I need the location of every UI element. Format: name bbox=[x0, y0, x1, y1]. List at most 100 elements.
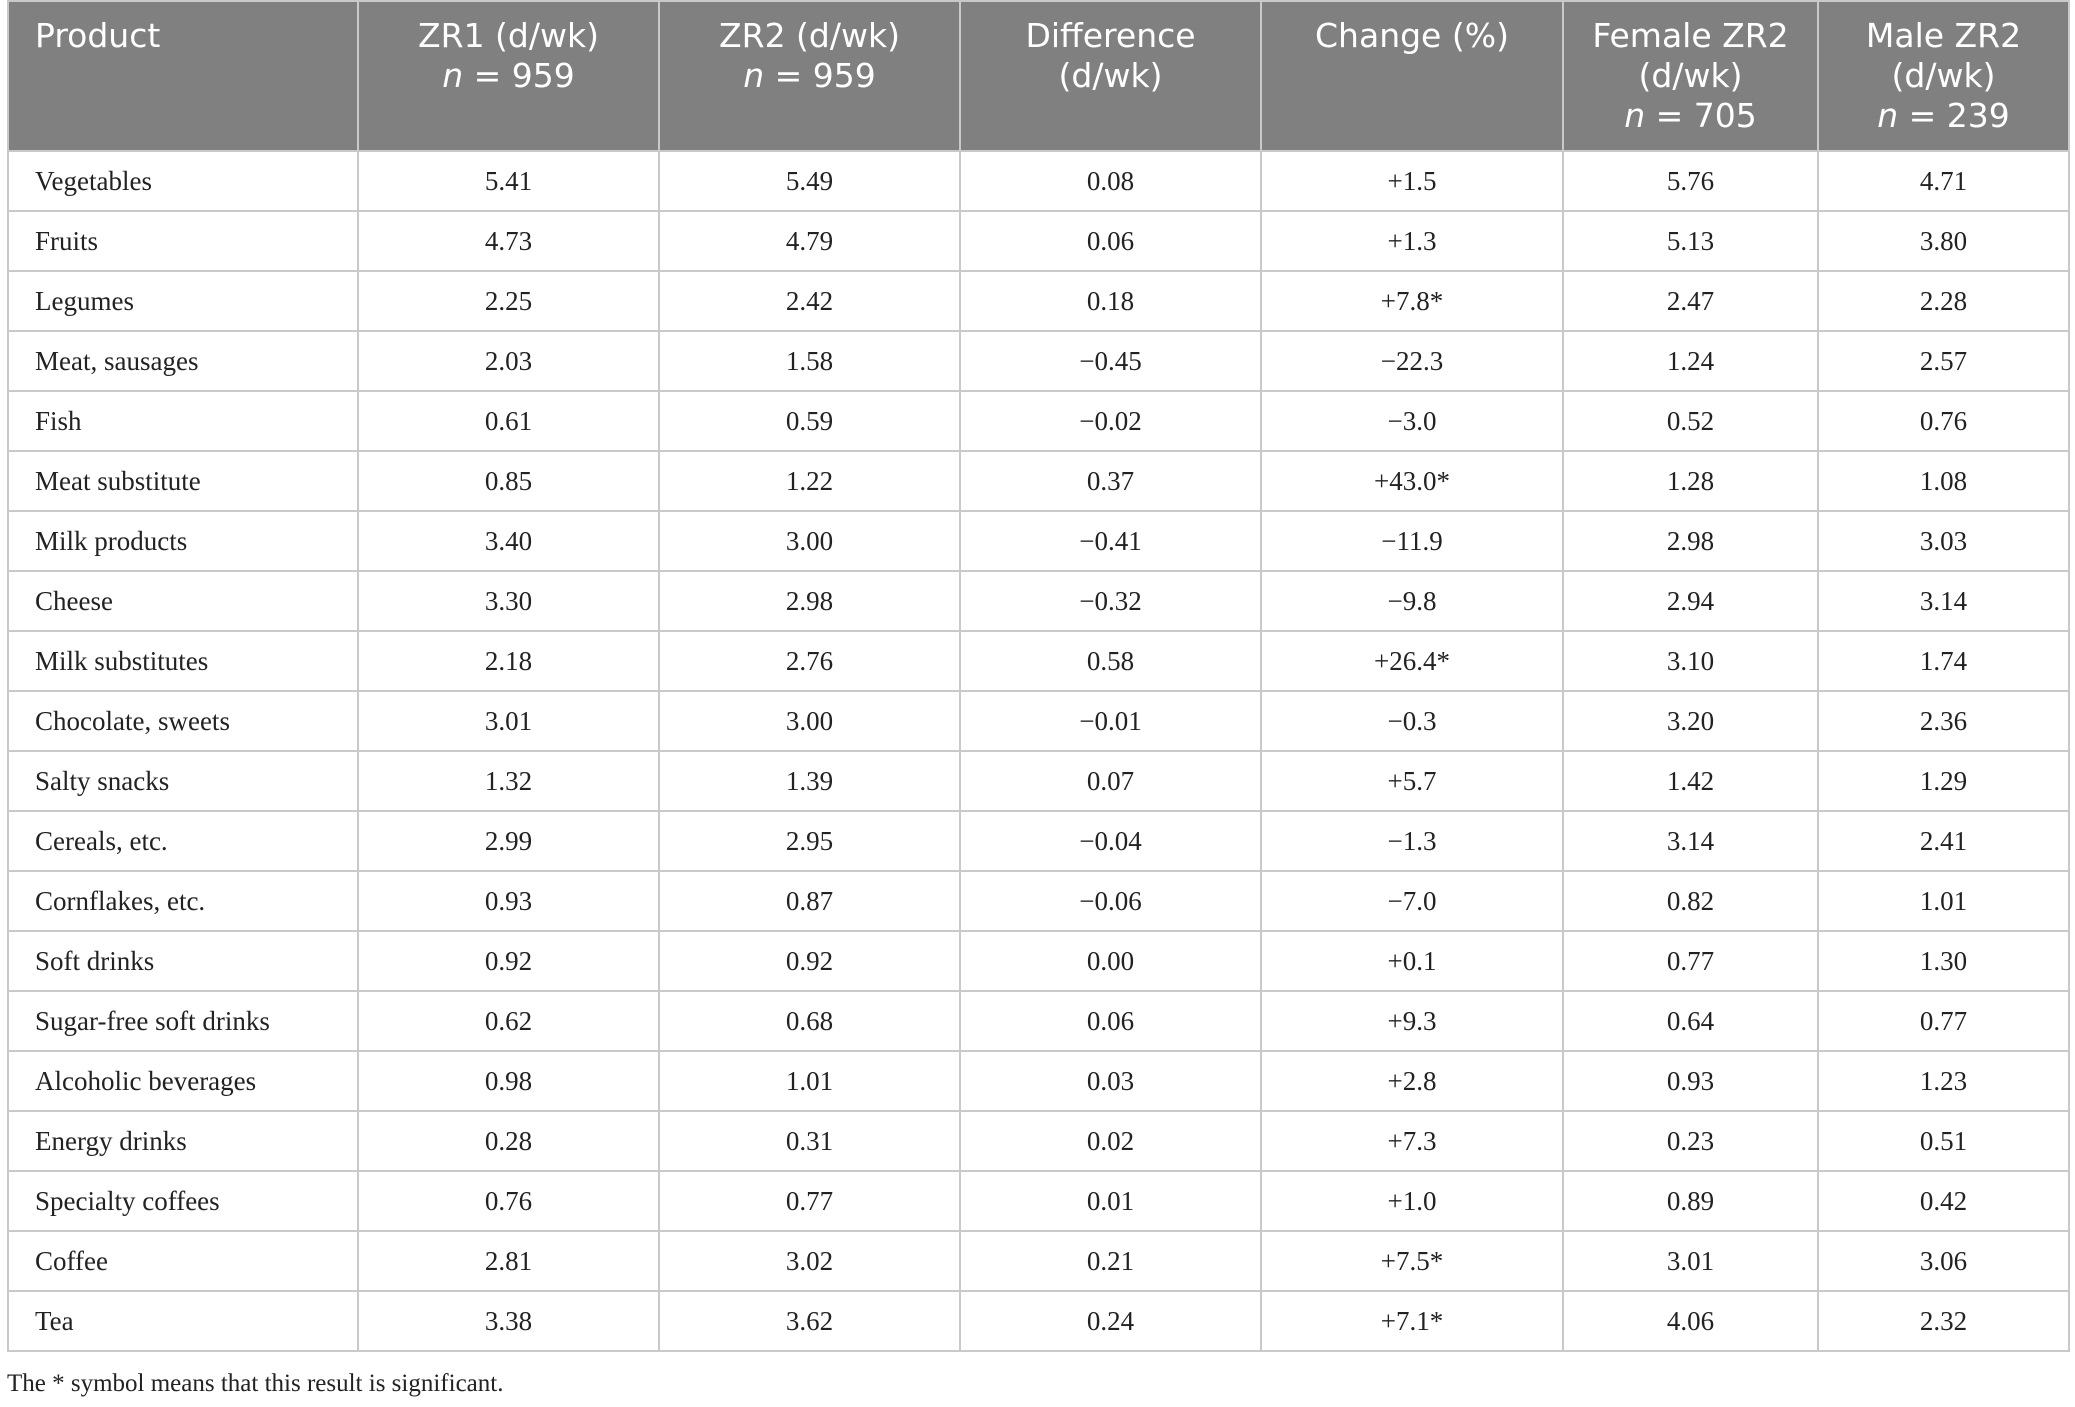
row-label: Chocolate, sweets bbox=[7, 690, 359, 752]
row-label: Specialty coffees bbox=[7, 1170, 359, 1232]
header-n-line: n = 705 bbox=[1570, 96, 1811, 136]
cell: 3.02 bbox=[658, 1230, 961, 1292]
table-row: Milk substitutes 2.18 2.76 0.58 +26.4* 3.10 1.… bbox=[7, 630, 2070, 692]
cell: 0.85 bbox=[357, 450, 660, 512]
table-row: Sugar-free soft drinks 0.62 0.68 0.06 +9.3 0.… bbox=[7, 990, 2070, 1052]
cell: 0.92 bbox=[658, 930, 961, 992]
row-label: Meat substitute bbox=[7, 450, 359, 512]
cell: +1.3 bbox=[1260, 210, 1564, 272]
row-label: Coffee bbox=[7, 1230, 359, 1292]
header-cell: ZR2 (d/wk) n = 959 bbox=[658, 0, 961, 152]
cell: +7.5* bbox=[1260, 1230, 1564, 1292]
cell: 0.77 bbox=[658, 1170, 961, 1232]
cell: +9.3 bbox=[1260, 990, 1564, 1052]
row-label: Fish bbox=[7, 390, 359, 452]
header-content: ZR2 (d/wk) n = 959 bbox=[666, 2, 953, 96]
header-line: ZR1 (d/wk) bbox=[418, 16, 599, 55]
n-symbol: n bbox=[442, 56, 464, 95]
cell: 0.08 bbox=[959, 150, 1262, 212]
header-cell: Male ZR2 (d/wk) n = 239 bbox=[1817, 0, 2070, 152]
cell: 1.23 bbox=[1817, 1050, 2070, 1112]
cell: 3.00 bbox=[658, 690, 961, 752]
header-line: ZR2 (d/wk) bbox=[719, 16, 900, 55]
cell: −22.3 bbox=[1260, 330, 1564, 392]
cell: −9.8 bbox=[1260, 570, 1564, 632]
cell: −0.45 bbox=[959, 330, 1262, 392]
cell: 3.14 bbox=[1562, 810, 1819, 872]
cell: −1.3 bbox=[1260, 810, 1564, 872]
table-row: Meat substitute 0.85 1.22 0.37 +43.0* 1.28 1.0… bbox=[7, 450, 2070, 512]
cell: 0.58 bbox=[959, 630, 1262, 692]
cell: 1.08 bbox=[1817, 450, 2070, 512]
cell: 2.81 bbox=[357, 1230, 660, 1292]
header-cell: Change (%) bbox=[1260, 0, 1564, 152]
cell: −7.0 bbox=[1260, 870, 1564, 932]
cell: 0.93 bbox=[1562, 1050, 1819, 1112]
cell: −0.04 bbox=[959, 810, 1262, 872]
cell: 5.76 bbox=[1562, 150, 1819, 212]
table-row: Cornflakes, etc. 0.93 0.87 −0.06 −7.0 0.82 1.0… bbox=[7, 870, 2070, 932]
cell: +7.1* bbox=[1260, 1290, 1564, 1352]
cell: 1.29 bbox=[1817, 750, 2070, 812]
cell: 5.49 bbox=[658, 150, 961, 212]
header-line: Male ZR2 bbox=[1865, 16, 2022, 55]
cell: 0.61 bbox=[357, 390, 660, 452]
cell: 1.24 bbox=[1562, 330, 1819, 392]
cell: 0.31 bbox=[658, 1110, 961, 1172]
table-row: Vegetables 5.41 5.49 0.08 +1.5 5.76 4.71 bbox=[7, 150, 2070, 212]
cell: 0.89 bbox=[1562, 1170, 1819, 1232]
table-row: Legumes 2.25 2.42 0.18 +7.8* 2.47 2.28 bbox=[7, 270, 2070, 332]
table-row: Alcoholic beverages 0.98 1.01 0.03 +2.8 0.93 1… bbox=[7, 1050, 2070, 1112]
row-label: Vegetables bbox=[7, 150, 359, 212]
cell: 2.18 bbox=[357, 630, 660, 692]
cell: +7.8* bbox=[1260, 270, 1564, 332]
row-label: Milk products bbox=[7, 510, 359, 572]
cell: 2.41 bbox=[1817, 810, 2070, 872]
cell: 1.74 bbox=[1817, 630, 2070, 692]
n-symbol: n bbox=[1624, 96, 1646, 135]
cell: 3.38 bbox=[357, 1290, 660, 1352]
cell: 1.01 bbox=[658, 1050, 961, 1112]
cell: 1.22 bbox=[658, 450, 961, 512]
cell: +2.8 bbox=[1260, 1050, 1564, 1112]
row-label: Tea bbox=[7, 1290, 359, 1352]
footnote: The * symbol means that this result is s… bbox=[7, 1370, 504, 1397]
header-line: Change (%) bbox=[1315, 16, 1509, 55]
table-row: Energy drinks 0.28 0.31 0.02 +7.3 0.23 0.51 bbox=[7, 1110, 2070, 1172]
cell: 2.03 bbox=[357, 330, 660, 392]
cell: 0.76 bbox=[357, 1170, 660, 1232]
cell: 2.98 bbox=[1562, 510, 1819, 572]
cell: 2.28 bbox=[1817, 270, 2070, 332]
cell: 0.06 bbox=[959, 990, 1262, 1052]
row-label: Energy drinks bbox=[7, 1110, 359, 1172]
cell: 0.77 bbox=[1562, 930, 1819, 992]
table-row: Fruits 4.73 4.79 0.06 +1.3 5.13 3.80 bbox=[7, 210, 2070, 272]
cell: 0.51 bbox=[1817, 1110, 2070, 1172]
n-value: = 705 bbox=[1655, 96, 1757, 135]
cell: −0.02 bbox=[959, 390, 1262, 452]
cell: 2.25 bbox=[357, 270, 660, 332]
cell: 3.01 bbox=[357, 690, 660, 752]
cell: 0.18 bbox=[959, 270, 1262, 332]
table-body: Vegetables 5.41 5.49 0.08 +1.5 5.76 4.71 Fruits… bbox=[7, 150, 2070, 1352]
header-line: Female ZR2 bbox=[1592, 16, 1789, 55]
table-row: Chocolate, sweets 3.01 3.00 −0.01 −0.3 3.20 2.… bbox=[7, 690, 2070, 752]
cell: 0.52 bbox=[1562, 390, 1819, 452]
cell: 0.87 bbox=[658, 870, 961, 932]
cell: 1.01 bbox=[1817, 870, 2070, 932]
cell: +26.4* bbox=[1260, 630, 1564, 692]
cell: 3.30 bbox=[357, 570, 660, 632]
n-symbol: n bbox=[1877, 96, 1899, 135]
table-row: Cheese 3.30 2.98 −0.32 −9.8 2.94 3.14 bbox=[7, 570, 2070, 632]
header-content: Difference (d/wk) bbox=[967, 2, 1254, 96]
cell: 2.98 bbox=[658, 570, 961, 632]
header-n-line: n = 959 bbox=[666, 56, 953, 96]
header-cell: ZR1 (d/wk) n = 959 bbox=[357, 0, 660, 152]
row-label: Soft drinks bbox=[7, 930, 359, 992]
cell: 0.02 bbox=[959, 1110, 1262, 1172]
cell: 0.68 bbox=[658, 990, 961, 1052]
cell: 4.73 bbox=[357, 210, 660, 272]
cell: 3.03 bbox=[1817, 510, 2070, 572]
header-content: Male ZR2 (d/wk) n = 239 bbox=[1825, 2, 2062, 136]
cell: 0.62 bbox=[357, 990, 660, 1052]
